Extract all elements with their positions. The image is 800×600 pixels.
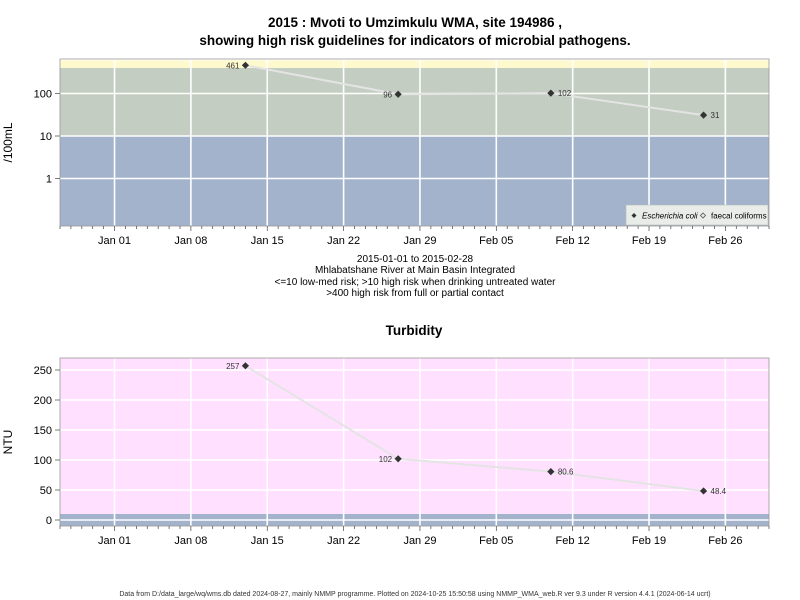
x-tick-label: Jan 29 (403, 535, 436, 547)
risk-band-1 (60, 67, 769, 136)
y-axis-label: NTU (1, 430, 15, 455)
y-tick-label: 100 (34, 89, 52, 101)
turbidity-panel: Jan 01 Jan 08 Jan 15 Jan 22 Jan 29 Feb 05 Feb … (1, 357, 770, 547)
x-tick-label: Feb 19 (632, 535, 666, 547)
x-tick-label: Feb 26 (708, 535, 742, 547)
data-label: 257 (226, 362, 240, 371)
risk-band-1 (60, 358, 769, 514)
legend: Escherichia coli faecal coliforms (625, 204, 769, 226)
caption-site-name: Mhlabatshane River at Main Basin Integra… (315, 265, 515, 276)
data-point (699, 111, 708, 119)
data-label: 461 (226, 61, 240, 70)
x-tick-label: Jan 15 (251, 235, 284, 247)
legend-marker-faecal (699, 212, 707, 219)
caption-date-range: 2015-01-01 to 2015-02-28 (357, 254, 474, 265)
chart-title-line1: 2015 : Mvoti to Umzimkulu WMA, site 1949… (268, 15, 562, 30)
microbial-panel: Jan 01 Jan 08 Jan 15 Jan 22 Jan 29 Feb 05 Feb … (1, 58, 770, 247)
footer-note: Data from D:/data_large/wq/wms.db dated … (119, 591, 710, 598)
series-line (244, 364, 704, 492)
legend-label-faecal: faecal coliforms (711, 212, 767, 221)
data-point (394, 455, 402, 463)
x-tick-label: Jan 01 (98, 535, 131, 547)
data-point (394, 90, 402, 98)
data-label: 31 (711, 111, 720, 120)
plot-frame (59, 58, 770, 227)
y-tick-label: 1 (46, 174, 52, 186)
caption-risk-contact: >400 high risk from full or partial cont… (326, 288, 504, 299)
x-tick-label: Feb 05 (479, 535, 513, 547)
data-point (547, 468, 555, 476)
data-point (699, 487, 708, 495)
chart-title-line2: showing high risk guidelines for indicat… (199, 33, 630, 48)
data-label: 96 (383, 90, 392, 99)
y-tick-label: 0 (46, 515, 52, 527)
turbidity-title: Turbidity (386, 323, 443, 338)
data-point (547, 89, 555, 97)
y-axis-label: /100mL (1, 122, 15, 162)
y-tick-label: 100 (34, 455, 52, 467)
data-point (241, 362, 250, 370)
y-tick-label: 50 (40, 485, 52, 497)
x-tick-label: Feb 12 (556, 235, 590, 247)
x-tick-label: Feb 26 (708, 235, 742, 247)
x-tick-label: Feb 12 (556, 535, 590, 547)
x-tick-label: Jan 08 (174, 235, 207, 247)
y-tick-label: 200 (34, 395, 52, 407)
series-line (245, 64, 704, 117)
x-tick-label: Jan 08 (174, 535, 207, 547)
x-tick-label: Jan 01 (98, 235, 131, 247)
y-tick-label: 150 (34, 425, 52, 437)
legend-marker-ecoli (631, 213, 637, 218)
caption-risk-drinking: <=10 low-med risk; >10 high risk when dr… (275, 277, 557, 288)
y-tick-label: 10 (40, 131, 52, 143)
legend-label-ecoli: Escherichia coli (642, 212, 698, 221)
x-tick-label: Jan 22 (327, 535, 360, 547)
data-point (241, 61, 250, 69)
x-tick-label: Jan 29 (403, 235, 436, 247)
x-tick-label: Feb 05 (479, 235, 513, 247)
data-label: 102 (558, 89, 572, 98)
y-tick-label: 250 (34, 365, 52, 377)
risk-band-2 (60, 60, 769, 68)
plot-frame (59, 357, 770, 527)
data-label: 48.4 (711, 487, 727, 496)
x-tick-label: Jan 15 (251, 535, 284, 547)
x-tick-label: Feb 19 (632, 235, 666, 247)
x-tick-label: Jan 22 (327, 235, 360, 247)
data-label: 102 (379, 455, 393, 464)
data-label: 80.6 (558, 468, 574, 477)
legend-box (625, 204, 769, 226)
